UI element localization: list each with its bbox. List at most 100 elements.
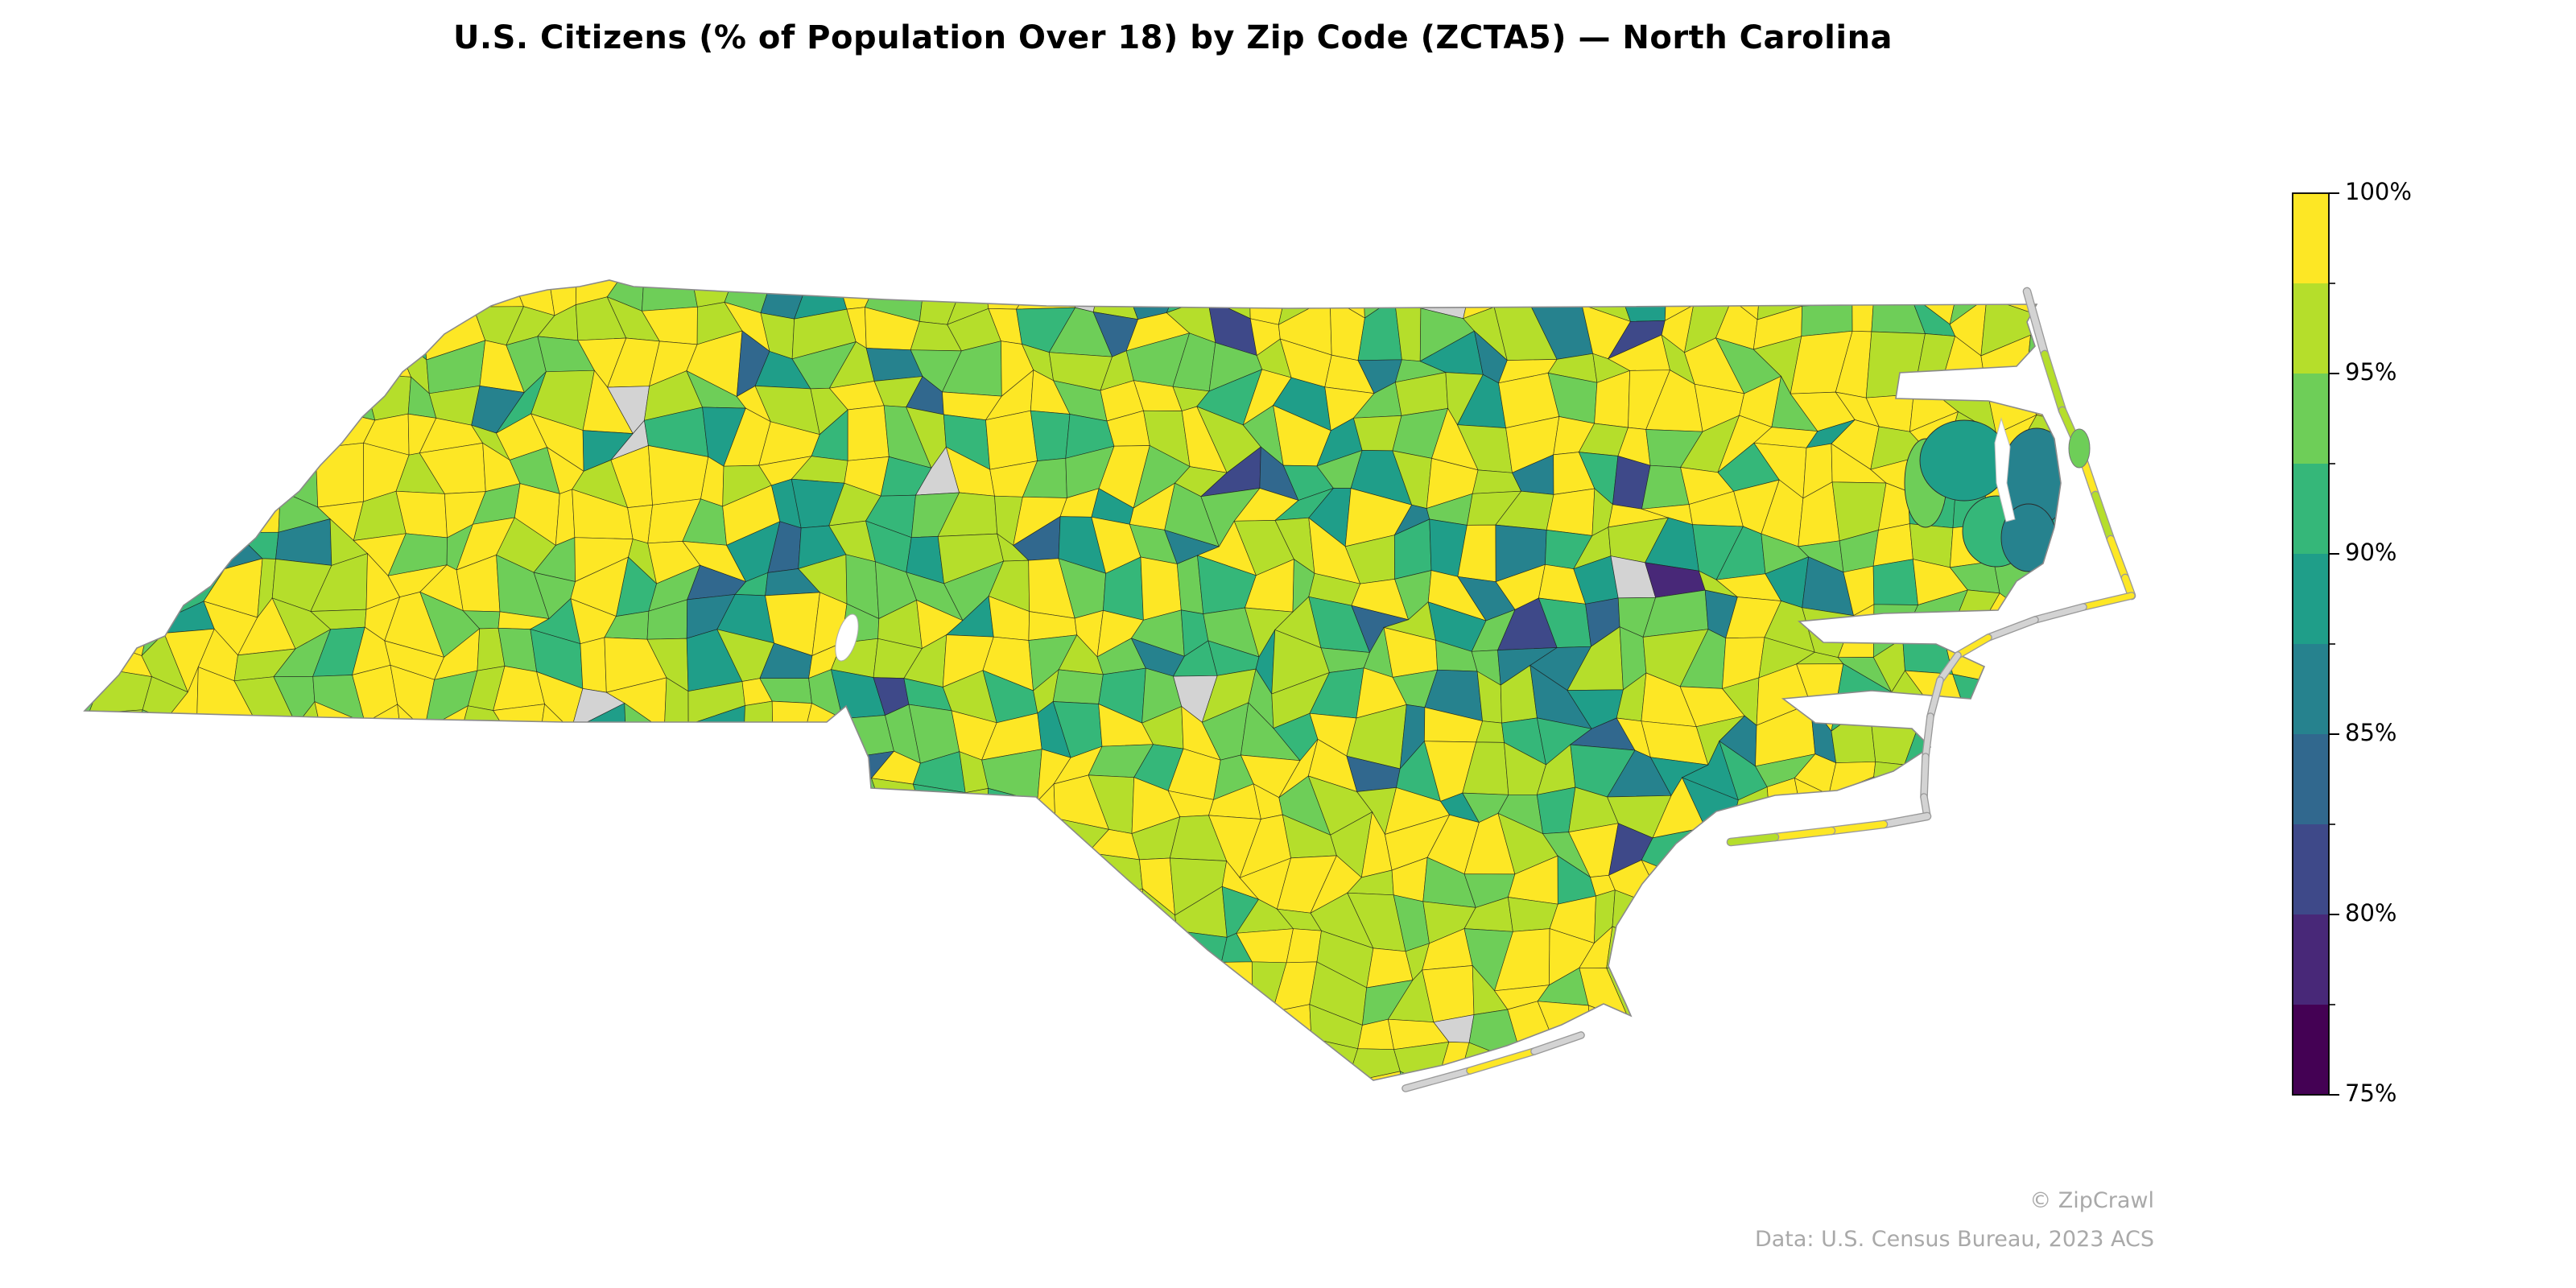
- zcta-polygon: [312, 322, 365, 342]
- zcta-polygon: [656, 1084, 701, 1137]
- zcta-polygon: [282, 866, 335, 898]
- zcta-polygon: [462, 997, 509, 1061]
- zcta-polygon: [654, 857, 704, 902]
- zcta-polygon: [1316, 229, 1362, 268]
- zcta-polygon: [295, 980, 336, 1014]
- zcta-polygon: [287, 1134, 334, 1163]
- zcta-polygon: [1761, 851, 1805, 917]
- zcta-polygon: [1720, 854, 1774, 914]
- zcta-polygon: [180, 305, 213, 346]
- zcta-polygon: [2051, 868, 2061, 913]
- zcta-polygon: [1098, 926, 1144, 974]
- zcta-polygon: [369, 997, 413, 1063]
- zcta-polygon: [1839, 895, 1876, 945]
- zcta-polygon: [642, 280, 698, 312]
- colorbar-tick-label: 75%: [2345, 1080, 2396, 1107]
- zcta-polygon: [1161, 1053, 1224, 1080]
- zcta-polygon: [530, 1034, 581, 1080]
- zcta-polygon: [382, 972, 448, 1007]
- zcta-polygon: [1435, 1075, 1461, 1080]
- zcta-polygon: [2017, 795, 2061, 843]
- zcta-polygon: [1801, 815, 1853, 873]
- zcta-polygon: [1776, 1071, 1801, 1080]
- zcta-polygon: [924, 856, 960, 913]
- zcta-polygon: [1830, 967, 1892, 1015]
- zcta-polygon: [213, 1074, 242, 1080]
- zcta-polygon: [1053, 224, 1102, 278]
- zcta-polygon: [721, 1111, 770, 1174]
- zcta-polygon: [357, 283, 395, 325]
- zcta-polygon: [170, 516, 227, 570]
- zcta-polygon: [1909, 853, 1952, 908]
- zcta-polygon: [831, 927, 888, 981]
- zcta-polygon: [435, 797, 483, 843]
- zcta-polygon: [203, 852, 262, 899]
- zcta-polygon: [166, 1112, 223, 1166]
- zcta-polygon: [97, 606, 151, 657]
- zcta-polygon: [867, 1041, 921, 1080]
- zcta-polygon: [2022, 998, 2061, 1055]
- zcta-polygon: [497, 898, 551, 947]
- zcta-polygon: [287, 341, 313, 381]
- zcta-polygon: [1436, 1118, 1469, 1169]
- zcta-polygon: [580, 637, 607, 693]
- zcta-polygon: [497, 739, 541, 803]
- zcta-polygon: [140, 337, 184, 374]
- zcta-polygon: [2050, 998, 2061, 1064]
- zcta-polygon: [1693, 280, 1732, 306]
- zcta-polygon: [1886, 1116, 1922, 1165]
- zcta-polygon: [386, 280, 431, 309]
- zcta-polygon: [980, 1040, 1042, 1080]
- zcta-polygon: [105, 825, 142, 855]
- zcta-polygon: [981, 280, 1036, 283]
- zcta-polygon: [947, 971, 990, 1005]
- zcta-polygon: [211, 335, 250, 382]
- zcta-polygon: [112, 489, 137, 522]
- zcta-polygon: [591, 745, 627, 794]
- zcta-polygon: [1865, 331, 1926, 398]
- zcta-polygon: [658, 897, 704, 955]
- zcta-polygon: [1913, 963, 1944, 1026]
- zcta-polygon: [312, 1012, 374, 1057]
- zcta-polygon: [1852, 293, 1875, 332]
- zcta-polygon: [793, 780, 838, 833]
- zcta-polygon: [485, 1039, 509, 1080]
- zcta-polygon: [2057, 630, 2061, 693]
- zcta-polygon: [1831, 703, 1876, 764]
- zcta-polygon: [1063, 890, 1117, 943]
- zcta-polygon: [122, 564, 176, 621]
- zcta-polygon: [685, 1084, 745, 1137]
- zcta-polygon: [1760, 937, 1819, 972]
- zcta-polygon: [1433, 224, 1483, 268]
- zcta-polygon: [1030, 410, 1071, 461]
- zcta-polygon: [943, 895, 1004, 950]
- zcta-polygon: [1951, 853, 1999, 906]
- zcta-polygon: [1604, 1077, 1657, 1080]
- zcta-polygon: [389, 1088, 448, 1122]
- zcta-polygon: [1949, 782, 1990, 828]
- zcta-polygon: [1140, 556, 1182, 621]
- zcta-polygon: [325, 965, 370, 1021]
- colorbar-segment: [2293, 914, 2329, 1005]
- zcta-polygon: [985, 410, 1038, 470]
- zcta-polygon: [85, 712, 94, 764]
- barrier-island: [1921, 753, 1929, 800]
- zcta-polygon: [1596, 1091, 1612, 1120]
- zcta-polygon: [2087, 642, 2153, 685]
- zcta-polygon: [461, 799, 503, 842]
- zcta-polygon: [1315, 1083, 1376, 1124]
- zcta-polygon: [794, 280, 848, 320]
- zcta-polygon: [502, 820, 539, 871]
- attribution: © ZipCrawl Data: U.S. Census Bureau, 202…: [1755, 1182, 2154, 1259]
- zcta-polygon: [88, 709, 143, 759]
- zcta-polygon: [308, 331, 365, 374]
- zcta-polygon: [1727, 1052, 1777, 1075]
- zcta-polygon: [85, 412, 87, 464]
- barrier-island: [1955, 634, 1992, 658]
- barrier-island: [2107, 536, 2128, 581]
- zcta-polygon: [2091, 668, 2154, 729]
- zcta-polygon: [2052, 667, 2061, 726]
- zcta-polygon: [1987, 788, 2039, 828]
- zcta-polygon: [685, 1111, 743, 1174]
- zcta-polygon: [2058, 788, 2061, 843]
